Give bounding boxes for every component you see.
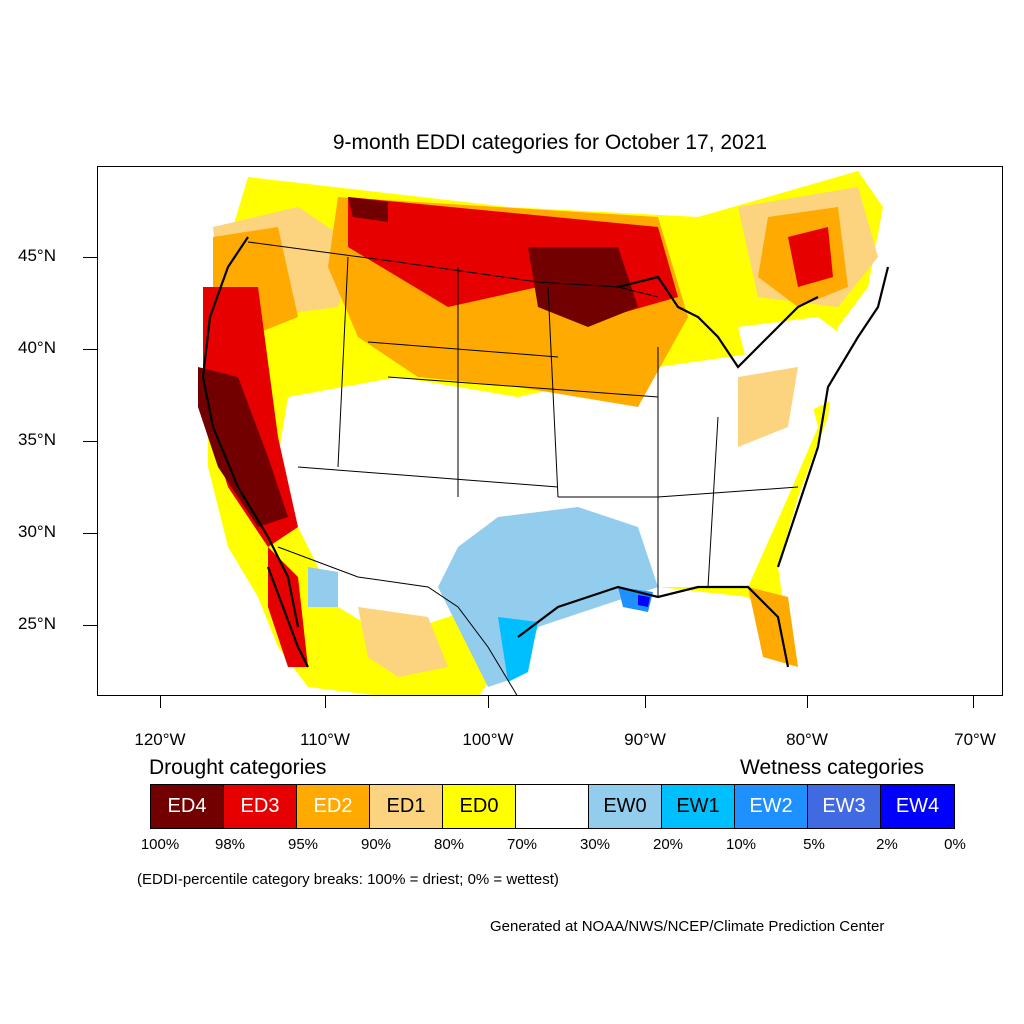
- lon-tick-90: [645, 696, 646, 708]
- lat-tick-25: [83, 625, 97, 626]
- us-canada-border: [247, 241, 659, 298]
- ed1-mid-atlantic: [738, 367, 798, 447]
- ed4-california: [198, 367, 288, 527]
- lat-tick-35: [83, 441, 97, 442]
- pct-label: 95%: [287, 836, 319, 853]
- ed4-montana: [348, 197, 388, 222]
- legend-box-normal: [516, 785, 589, 828]
- eddi-map: [198, 171, 890, 695]
- category-breaks-note: (EDDI-percentile category breaks: 100% =…: [137, 871, 559, 888]
- legend-box-ew2: EW2: [735, 785, 808, 828]
- lat-label-25: 25°N: [18, 614, 56, 633]
- map-panel: [97, 166, 1003, 696]
- legend-box-ed4: ED4: [151, 785, 224, 828]
- legend-box-ew0: EW0: [589, 785, 662, 828]
- ed4-minnesota: [528, 247, 638, 327]
- map-title: 9-month EDDI categories for October 17, …: [332, 131, 768, 154]
- lon-tick-80: [807, 696, 808, 708]
- lat-tick-45: [83, 257, 97, 258]
- ed3-northeast: [788, 227, 833, 287]
- lon-label-110: 110°W: [300, 730, 350, 749]
- ew1-coast: [498, 617, 538, 682]
- state-line-2: [367, 341, 559, 358]
- atlantic-coast: [776, 266, 890, 568]
- lon-tick-110: [325, 696, 326, 708]
- ed1-texas: [358, 607, 448, 677]
- lon-label-70: 70°W: [954, 730, 996, 749]
- lon-label-120: 120°W: [134, 730, 186, 749]
- pct-label: 2%: [876, 836, 898, 853]
- credit-line: Generated at NOAA/NWS/NCEP/Climate Predi…: [490, 918, 885, 935]
- pct-label: 70%: [506, 836, 538, 853]
- lat-label-30: 30°N: [18, 522, 56, 541]
- lon-tick-100: [488, 696, 489, 708]
- ed2-florida: [748, 587, 798, 667]
- legend-box-ew3: EW3: [808, 785, 881, 828]
- gulf-coast: [517, 585, 790, 668]
- legend-box-ed0: ED0: [443, 785, 516, 828]
- pct-label: 90%: [360, 836, 392, 853]
- us-mexico-border: [277, 546, 518, 695]
- lat-tick-30: [83, 533, 97, 534]
- baja-coast: [266, 566, 309, 668]
- pct-label: 80%: [433, 836, 465, 853]
- wetness-heading: Wetness categories: [740, 756, 925, 779]
- legend-box-ew4: EW4: [881, 785, 954, 828]
- drought-heading: Drought categories: [149, 756, 327, 779]
- pct-label: 30%: [579, 836, 611, 853]
- pct-label: 0%: [944, 836, 966, 853]
- lon-label-100: 100°W: [462, 730, 514, 749]
- lat-label-40: 40°N: [18, 338, 56, 357]
- lat-tick-40: [83, 349, 97, 350]
- lon-tick-70: [973, 696, 974, 708]
- pct-label: 98%: [214, 836, 246, 853]
- ed3-baja: [268, 547, 308, 667]
- normal-region-central: [278, 347, 818, 637]
- legend-box-ew1: EW1: [662, 785, 735, 828]
- lon-tick-120: [160, 696, 161, 708]
- great-lakes: [617, 275, 819, 369]
- state-line-4: [297, 466, 559, 488]
- ew0-southwest: [308, 567, 338, 607]
- state-line-9: [707, 416, 719, 588]
- pct-label: 5%: [803, 836, 825, 853]
- legend-box-ed3: ED3: [224, 785, 297, 828]
- pct-label: 10%: [725, 836, 757, 853]
- ew0-gulf: [438, 507, 658, 687]
- lon-label-80: 80°W: [786, 730, 828, 749]
- lon-label-90: 90°W: [624, 730, 666, 749]
- lat-label-35: 35°N: [18, 430, 56, 449]
- legend-box-ed1: ED1: [370, 785, 443, 828]
- state-line-1: [337, 256, 349, 468]
- lat-label-45: 45°N: [18, 246, 56, 265]
- pct-label: 100%: [140, 836, 180, 853]
- legend-box-ed2: ED2: [297, 785, 370, 828]
- legend-colorbar: ED4 ED3 ED2 ED1 ED0 EW0 EW1 EW2 EW3 EW4: [150, 784, 955, 829]
- pacific-coast: [201, 236, 300, 628]
- pct-label: 20%: [652, 836, 684, 853]
- state-line-3: [387, 376, 659, 398]
- state-line-6: [547, 286, 559, 498]
- ew4-louisiana: [638, 595, 650, 607]
